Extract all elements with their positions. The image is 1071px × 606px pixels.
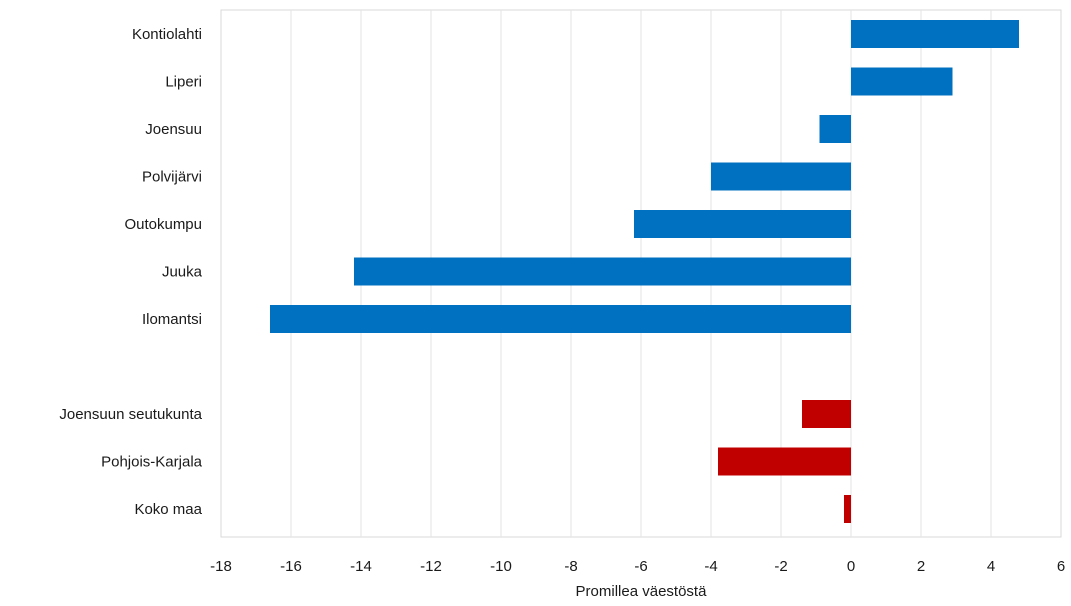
x-tick-label: -16 bbox=[280, 558, 302, 575]
x-tick-label: -12 bbox=[420, 558, 442, 575]
x-tick-label: -8 bbox=[564, 558, 577, 575]
x-tick-label: -6 bbox=[634, 558, 647, 575]
bar bbox=[354, 258, 851, 286]
x-tick-label: -2 bbox=[774, 558, 787, 575]
category-label: Joensuun seutukunta bbox=[59, 406, 202, 423]
bar bbox=[718, 448, 851, 476]
category-label: Polvijärvi bbox=[142, 169, 202, 186]
x-axis-title: Promillea väestöstä bbox=[576, 583, 708, 600]
bar bbox=[851, 68, 953, 96]
x-tick-label: 6 bbox=[1057, 558, 1065, 575]
x-tick-labels: -18 -16 -14 -12 -10 -8 -6 -4 -2 0 2 4 6 bbox=[210, 558, 1065, 575]
bar bbox=[634, 210, 851, 238]
category-labels: Kontiolahti Liperi Joensuu Polvijärvi Outoku… bbox=[59, 26, 202, 518]
bar bbox=[851, 20, 1019, 48]
category-label: Koko maa bbox=[134, 501, 202, 518]
bar bbox=[844, 495, 851, 523]
x-tick-label: -14 bbox=[350, 558, 372, 575]
category-label: Ilomantsi bbox=[142, 311, 202, 328]
x-tick-label: 4 bbox=[987, 558, 995, 575]
category-label: Liperi bbox=[165, 74, 202, 91]
x-tick-label: -4 bbox=[704, 558, 717, 575]
bar bbox=[820, 115, 852, 143]
bar bbox=[711, 163, 851, 191]
category-label: Kontiolahti bbox=[132, 26, 202, 43]
category-label: Joensuu bbox=[145, 121, 202, 138]
x-tick-label: -18 bbox=[210, 558, 232, 575]
category-label: Juuka bbox=[162, 264, 203, 281]
x-tick-label: -10 bbox=[490, 558, 512, 575]
x-tick-label: 0 bbox=[847, 558, 855, 575]
bar bbox=[802, 400, 851, 428]
bar bbox=[270, 305, 851, 333]
category-label: Pohjois-Karjala bbox=[101, 454, 203, 471]
category-label: Outokumpu bbox=[124, 216, 202, 233]
x-tick-label: 2 bbox=[917, 558, 925, 575]
